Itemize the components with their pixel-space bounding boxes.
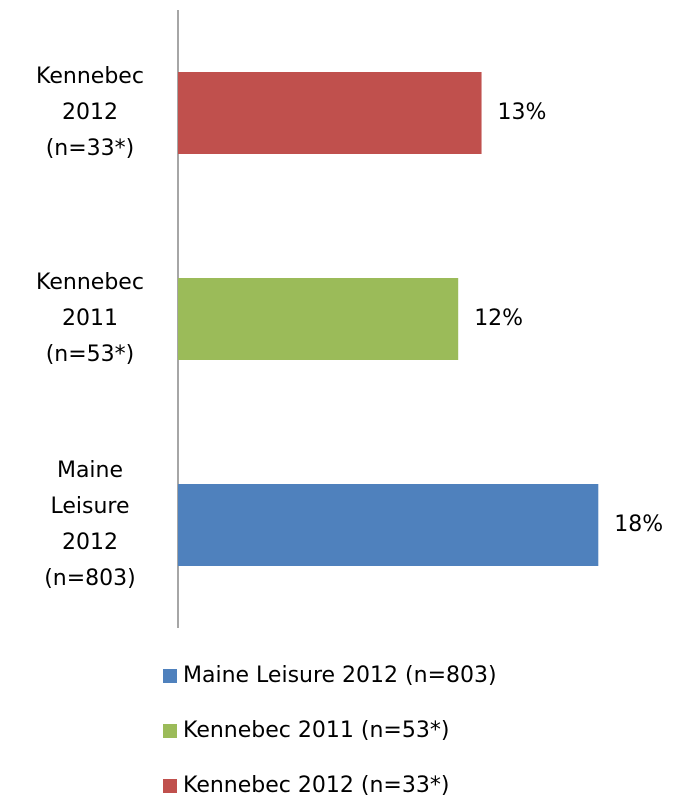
bar	[178, 484, 599, 566]
category-label: Kennebec 2012 (n=33*)	[36, 64, 144, 161]
bar	[178, 72, 482, 154]
value-label: 13%	[498, 100, 547, 125]
legend-label: Kennebec 2011 (n=53*)	[183, 718, 449, 743]
legend-swatch	[163, 779, 177, 793]
bar	[178, 278, 459, 360]
legend-label: Maine Leisure 2012 (n=803)	[183, 663, 497, 688]
value-label: 18%	[614, 512, 663, 537]
value-label: 12%	[474, 306, 523, 331]
category-label: Maine Leisure 2012 (n=803)	[44, 458, 136, 591]
legend-swatch	[163, 724, 177, 738]
legend-swatch	[163, 669, 177, 683]
legend-label: Kennebec 2012 (n=33*)	[183, 773, 449, 798]
category-label: Kennebec 2011 (n=53*)	[36, 270, 144, 367]
